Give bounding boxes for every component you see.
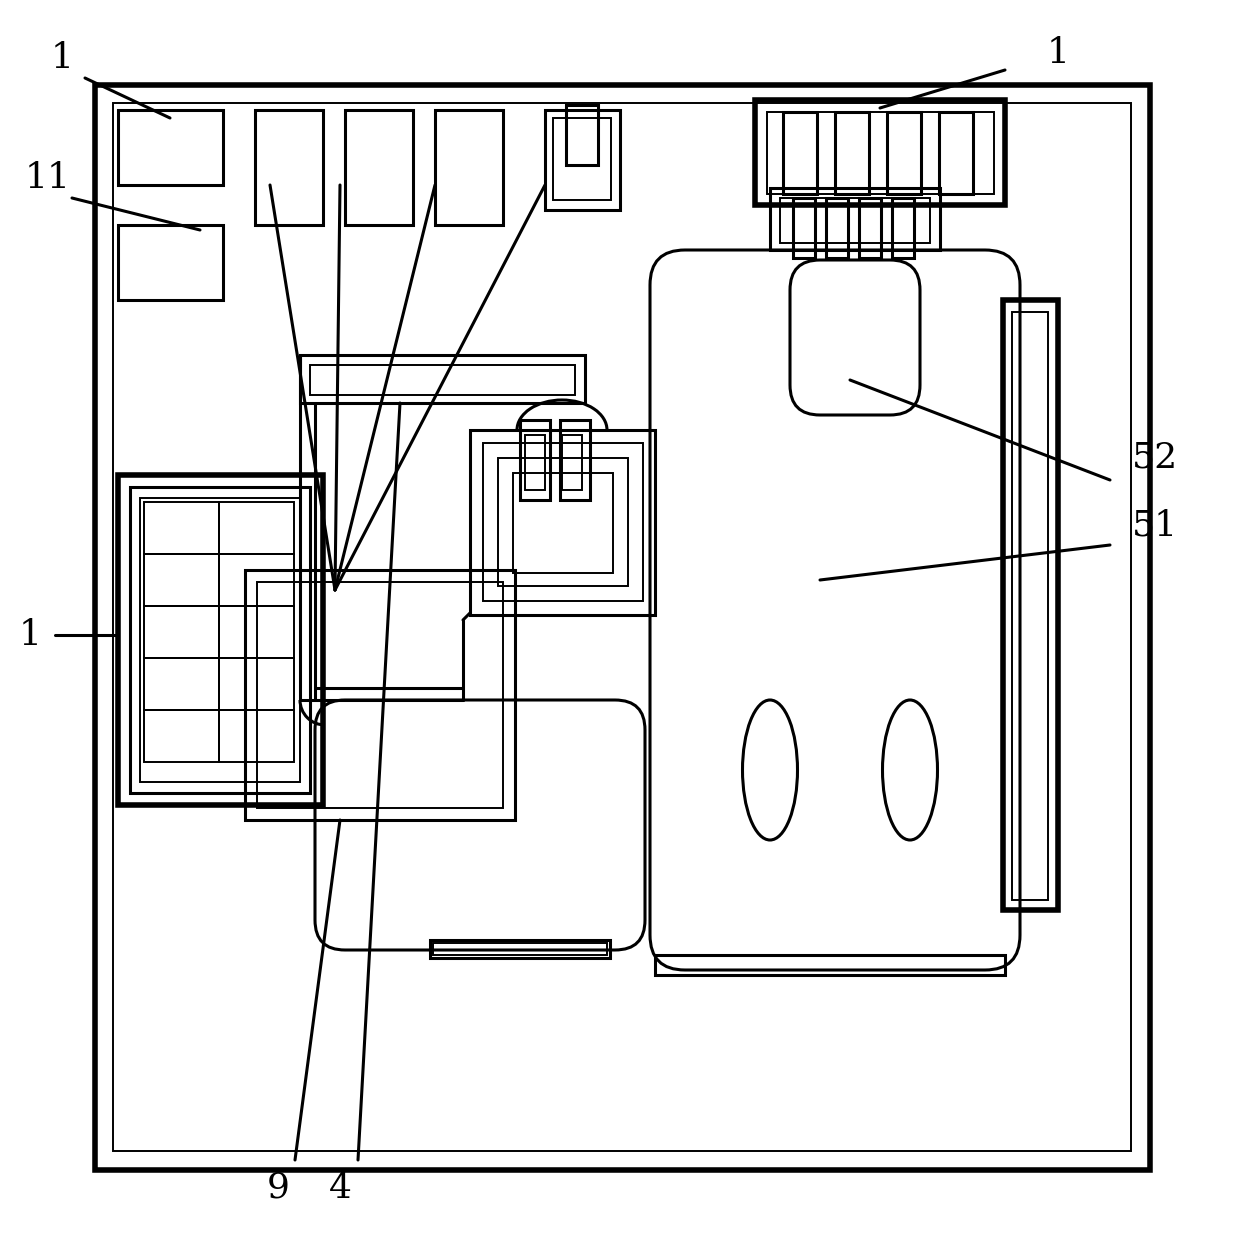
Bar (520, 421, 551, 500)
Bar (219, 502, 294, 554)
Bar (300, 354, 585, 403)
Bar (553, 119, 611, 200)
Bar (565, 105, 598, 165)
Bar (246, 570, 515, 820)
Bar (1012, 312, 1048, 900)
Bar (513, 473, 613, 573)
Bar (255, 110, 322, 225)
Bar (95, 85, 1149, 1171)
Bar (144, 658, 219, 710)
Text: 51: 51 (1132, 508, 1178, 542)
Bar (794, 198, 815, 258)
Bar (939, 112, 973, 193)
Bar (219, 658, 294, 710)
Bar (892, 198, 914, 258)
Bar (144, 607, 219, 658)
Bar (144, 554, 219, 607)
Bar (118, 110, 223, 185)
Bar (219, 710, 294, 763)
Bar (887, 112, 921, 193)
Bar (430, 940, 610, 958)
Bar (130, 487, 310, 792)
Text: 1: 1 (19, 618, 41, 651)
Bar (546, 110, 620, 210)
Bar (144, 710, 219, 763)
Bar (525, 436, 546, 490)
Bar (768, 112, 994, 193)
Bar (770, 188, 940, 250)
Bar (655, 955, 1004, 975)
Text: 52: 52 (1132, 441, 1178, 475)
Bar (219, 607, 294, 658)
Bar (1003, 300, 1058, 910)
Bar (345, 110, 413, 225)
Bar (435, 110, 503, 225)
Bar (219, 554, 294, 607)
Bar (113, 104, 1131, 1151)
Bar (498, 458, 627, 587)
Bar (118, 475, 322, 805)
Bar (310, 364, 575, 396)
Bar (433, 943, 608, 955)
Bar (257, 582, 503, 807)
Text: 4: 4 (329, 1171, 351, 1206)
Bar (826, 198, 848, 258)
Bar (782, 112, 817, 193)
Text: 11: 11 (25, 161, 71, 195)
Bar (859, 198, 880, 258)
Bar (144, 502, 219, 554)
Bar (484, 443, 644, 602)
Text: 9: 9 (267, 1171, 289, 1206)
Bar (560, 421, 590, 500)
Bar (140, 498, 300, 782)
Bar (835, 112, 869, 193)
Bar (562, 436, 582, 490)
Text: 1: 1 (1047, 36, 1069, 70)
Text: 1: 1 (51, 41, 73, 75)
Bar (470, 431, 655, 615)
Bar (755, 100, 1004, 205)
Bar (118, 225, 223, 300)
Bar (780, 198, 930, 243)
